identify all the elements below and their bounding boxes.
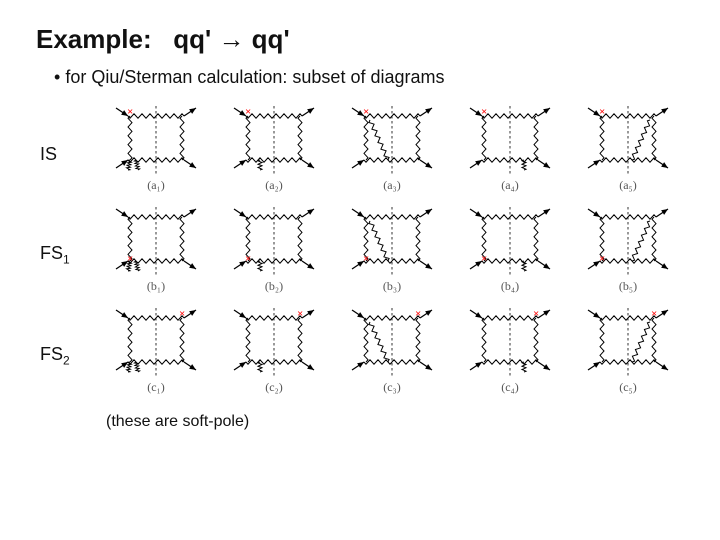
feynman-diagram: × — [104, 104, 208, 176]
feynman-diagram: × — [222, 306, 326, 378]
title-part-b: qq' → qq' — [173, 24, 289, 54]
page-title: Example: qq' → qq' — [36, 24, 684, 55]
svg-text:×: × — [363, 253, 369, 265]
diagram-cell: × (c₅) — [572, 306, 684, 395]
diagram-caption: (b₅) — [619, 279, 637, 294]
diagram-cell: × (c₃) — [336, 306, 448, 395]
svg-text:×: × — [481, 106, 487, 118]
feynman-diagram: × — [340, 306, 444, 378]
diagram-cell: × (c₄) — [454, 306, 566, 395]
diagram-cell: × (b₁) — [100, 205, 212, 294]
svg-text:×: × — [363, 106, 369, 118]
feynman-diagram: × — [458, 306, 562, 378]
feynman-diagram: × — [104, 306, 208, 378]
svg-text:×: × — [245, 253, 251, 265]
svg-text:×: × — [415, 308, 421, 320]
svg-text:×: × — [599, 253, 605, 265]
svg-text:×: × — [533, 308, 539, 320]
feynman-diagram: × — [104, 205, 208, 277]
svg-text:×: × — [127, 253, 133, 265]
diagram-caption: (c₄) — [501, 380, 519, 395]
diagram-caption: (b₄) — [501, 279, 519, 294]
diagram-cell: × (a₃) — [336, 104, 448, 193]
diagram-cell: × (c₁) — [100, 306, 212, 395]
feynman-diagram: × — [576, 205, 680, 277]
diagram-caption: (a₁) — [147, 178, 165, 193]
diagram-caption: (a₄) — [501, 178, 519, 193]
diagram-cell: × (a₂) — [218, 104, 330, 193]
diagram-cell: × (a₄) — [454, 104, 566, 193]
diagram-caption: (a₅) — [619, 178, 637, 193]
bullet-line: for Qiu/Sterman calculation: subset of d… — [54, 67, 684, 88]
diagram-cell: × (c₂) — [218, 306, 330, 395]
row-label-fs1: FS1 — [40, 234, 94, 266]
footnote: (these are soft-pole) — [106, 413, 684, 431]
feynman-diagram: × — [576, 306, 680, 378]
diagram-caption: (b₁) — [147, 279, 165, 294]
feynman-diagram: × — [340, 104, 444, 176]
diagram-cell: × (a₁) — [100, 104, 212, 193]
svg-text:×: × — [245, 106, 251, 118]
svg-text:×: × — [297, 308, 303, 320]
row-label-is: IS — [40, 135, 94, 163]
row-label-fs2: FS2 — [40, 335, 94, 367]
diagram-cell: × (b₄) — [454, 205, 566, 294]
diagram-cell: × (b₃) — [336, 205, 448, 294]
diagram-caption: (c₃) — [383, 380, 401, 395]
feynman-diagram: × — [458, 104, 562, 176]
svg-text:×: × — [599, 106, 605, 118]
diagram-caption: (c₁) — [147, 380, 165, 395]
diagram-caption: (b₃) — [383, 279, 401, 294]
diagram-cell: × (b₂) — [218, 205, 330, 294]
diagram-caption: (a₂) — [265, 178, 283, 193]
feynman-diagram: × — [576, 104, 680, 176]
svg-text:×: × — [179, 308, 185, 320]
feynman-diagram: × — [222, 205, 326, 277]
feynman-diagram: × — [458, 205, 562, 277]
diagram-cell: × (a₅) — [572, 104, 684, 193]
diagram-caption: (c₅) — [619, 380, 637, 395]
diagram-caption: (c₂) — [265, 380, 283, 395]
diagram-cell: × (b₅) — [572, 205, 684, 294]
svg-text:×: × — [127, 106, 133, 118]
svg-text:×: × — [481, 253, 487, 265]
feynman-diagram: × — [340, 205, 444, 277]
feynman-diagram: × — [222, 104, 326, 176]
diagram-caption: (a₃) — [383, 178, 401, 193]
diagram-caption: (b₂) — [265, 279, 283, 294]
title-part-a: Example: — [36, 24, 152, 54]
diagram-grid: IS × (a₁) × (a₂) × (a₃) × (a₄) × (a₅) FS1 × (b₁) × (b₂)… — [40, 104, 684, 395]
svg-text:×: × — [651, 308, 657, 320]
